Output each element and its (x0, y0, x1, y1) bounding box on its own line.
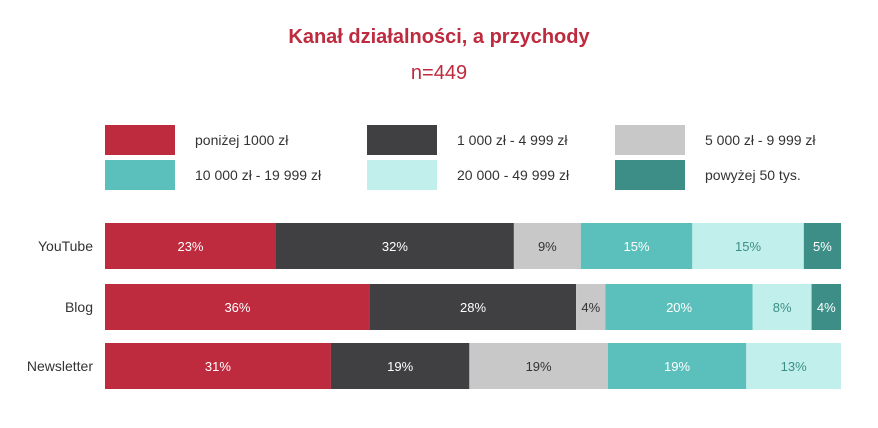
bar-segment (105, 223, 276, 269)
chart-subtitle: n=449 (410, 62, 468, 84)
legend-swatch (615, 125, 685, 155)
data-label: 15% (624, 239, 650, 254)
data-label: 19% (664, 359, 690, 374)
bar-segment (576, 284, 606, 330)
bar-segment (746, 343, 841, 389)
legend-swatch (105, 125, 175, 155)
data-label: 15% (735, 239, 761, 254)
legend-label: 1 000 zł - 4 999 zł (457, 132, 568, 148)
bar-segment (469, 343, 608, 389)
legend-label: 5 000 zł - 9 999 zł (705, 132, 816, 148)
data-label: 9% (538, 239, 557, 254)
legend: poniżej 1000 zł 1 000 zł - 4 999 zł 5 00… (0, 0, 878, 200)
data-label: 31% (205, 359, 231, 374)
legend-label: 20 000 - 49 999 zł (457, 167, 570, 183)
category-label: Newsletter (27, 358, 93, 374)
data-label: 8% (773, 300, 792, 315)
bar-segment (607, 343, 747, 389)
category-label: Blog (65, 299, 93, 315)
bar-segment (275, 223, 514, 269)
bar-segment (692, 223, 804, 269)
data-label: 4% (817, 300, 836, 315)
bar-segment (105, 343, 331, 389)
data-label: 36% (224, 300, 250, 315)
bar-segment (803, 223, 841, 269)
data-label: 5% (813, 239, 832, 254)
data-label: 32% (382, 239, 408, 254)
legend-label: 10 000 zł - 19 999 zł (195, 167, 322, 183)
bar-segment (811, 284, 841, 330)
data-label: 20% (666, 300, 692, 315)
bar-segment (369, 284, 577, 330)
category-label: YouTube (38, 238, 93, 254)
legend-swatch (615, 160, 685, 190)
data-label: 28% (460, 300, 486, 315)
legend-label: poniżej 1000 zł (195, 132, 289, 148)
bar-segment (513, 223, 581, 269)
bar-segment (105, 284, 370, 330)
data-label: 23% (177, 239, 203, 254)
data-label: 4% (581, 300, 600, 315)
data-label: 19% (387, 359, 413, 374)
legend-swatch (367, 160, 437, 190)
legend-swatch (367, 125, 437, 155)
legend-swatch (105, 160, 175, 190)
bar-segment (580, 223, 693, 269)
data-label: 19% (526, 359, 552, 374)
data-label: 13% (781, 359, 807, 374)
chart-title: Kanał działalności, a przychody (288, 26, 590, 48)
bar-segment (752, 284, 812, 330)
bar-segment (605, 284, 753, 330)
bar-segment (330, 343, 470, 389)
legend-label: powyżej 50 tys. (705, 167, 801, 183)
